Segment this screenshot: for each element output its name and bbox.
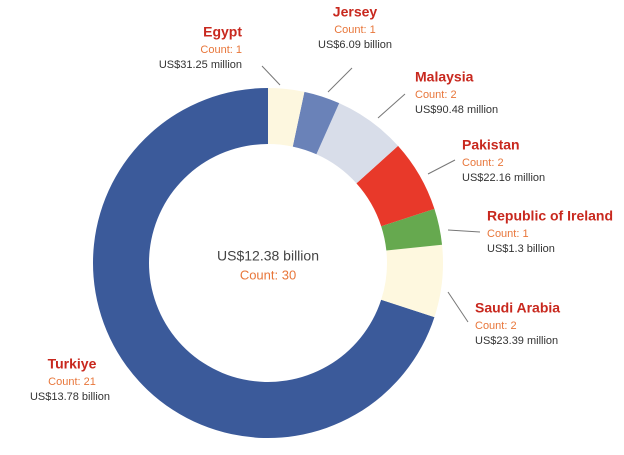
slice-name: Saudi Arabia: [475, 300, 560, 316]
slice-count: Count: 21: [48, 376, 96, 388]
leader-line: [427, 159, 456, 175]
leader-line: [377, 93, 406, 119]
center-amount: US$12.38 billion: [217, 248, 319, 264]
donut-slice: [292, 91, 340, 155]
leader-line: [261, 65, 281, 86]
slice-name: Republic of Ireland: [487, 208, 613, 224]
leader-line: [327, 67, 353, 93]
slice-count: Count: 2: [415, 89, 457, 101]
slice-name: Egypt: [203, 24, 242, 40]
donut-slice: [316, 103, 399, 184]
slice-name: Turkiye: [48, 356, 97, 372]
slice-count: Count: 1: [487, 228, 529, 240]
center-count: Count: 30: [240, 267, 296, 282]
slice-amount: US$22.16 million: [462, 172, 545, 184]
leader-line: [447, 291, 469, 323]
leader-line: [447, 229, 481, 233]
slice-amount: US$13.78 billion: [30, 391, 110, 403]
donut-slice: [268, 88, 305, 147]
slice-amount: US$90.48 million: [415, 104, 498, 116]
slice-count: Count: 2: [462, 157, 504, 169]
slice-amount: US$1.3 billion: [487, 243, 555, 255]
slice-amount: US$31.25 million: [159, 59, 242, 71]
slice-count: Count: 1: [200, 44, 242, 56]
donut-slice: [93, 88, 435, 438]
slice-name: Pakistan: [462, 137, 520, 153]
donut-slice: [381, 208, 443, 251]
slice-amount: US$6.09 billion: [318, 39, 392, 51]
donut-slice: [381, 244, 443, 318]
slice-count: Count: 1: [334, 24, 376, 36]
slice-name: Jersey: [333, 4, 378, 20]
donut-slice: [356, 145, 435, 227]
slice-amount: US$23.39 million: [475, 335, 558, 347]
slice-name: Malaysia: [415, 69, 474, 85]
slice-count: Count: 2: [475, 320, 517, 332]
